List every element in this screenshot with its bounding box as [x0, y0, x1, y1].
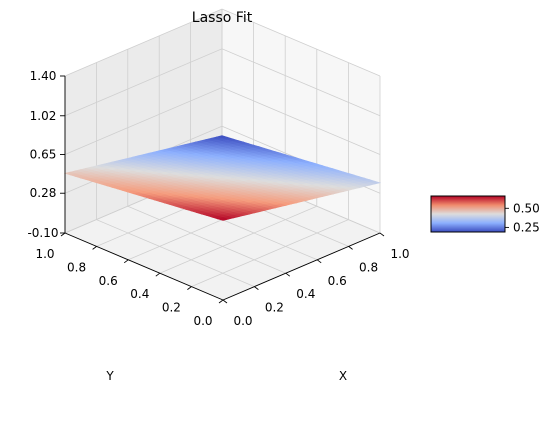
y-tick — [187, 286, 192, 290]
z-grid-line — [64, 87, 381, 155]
y-tick-label: 0.0 — [193, 314, 212, 328]
z-tick-label: 1.02 — [30, 109, 57, 123]
surface-cell — [216, 217, 230, 221]
x-tick-label: 1.0 — [390, 247, 409, 261]
colorbar-tick-label: 0.50 — [513, 201, 540, 215]
z-grid-line — [64, 8, 381, 77]
x-tick-label: 0.4 — [296, 287, 315, 301]
x-axis-line — [222, 232, 381, 301]
y-tick — [218, 299, 224, 304]
y-axis-line — [64, 232, 224, 301]
x-tick-label: 0.6 — [328, 274, 347, 288]
x-tick — [222, 299, 228, 304]
x-tick — [348, 246, 353, 250]
y-tick — [92, 246, 97, 250]
z-grid-line — [64, 48, 381, 117]
z-tick-label: 0.28 — [30, 186, 57, 200]
z-tick-label: 0.65 — [30, 148, 57, 162]
y-tick — [155, 272, 161, 277]
y-axis-label: Y — [105, 369, 114, 383]
x-tick-label: 0.2 — [265, 301, 284, 315]
x-tick — [254, 286, 259, 290]
y-tick-label: 0.6 — [99, 274, 118, 288]
y-tick-label: 1.0 — [35, 247, 54, 261]
axes — [60, 75, 385, 304]
y-tick — [60, 232, 66, 237]
chart-title: Lasso Fit — [192, 10, 253, 26]
y-tick-label: 0.2 — [162, 301, 181, 315]
colorbar: 0.50 0.25 — [430, 195, 540, 234]
y-tick-label: 0.4 — [130, 287, 149, 301]
colorbar-tick-label: 0.25 — [513, 220, 540, 234]
tick-labels: 0.0 0.2 0.4 0.6 0.8 1.0 0.0 0.2 0.4 0.6 0.8 1.0 -0.1… — [27, 69, 409, 328]
z-tick-label: 1.40 — [30, 69, 57, 83]
x-tick-label: 0.0 — [233, 314, 252, 328]
x-tick-label: 0.8 — [359, 260, 378, 274]
y-tick-label: 0.8 — [67, 260, 86, 274]
z-tick-label: -0.10 — [27, 226, 58, 240]
y-tick — [123, 259, 129, 264]
colorbar-gradient — [430, 195, 506, 233]
x-tick — [316, 259, 322, 264]
surface — [63, 135, 382, 221]
x-tick — [285, 272, 291, 277]
x-axis-label: X — [339, 369, 347, 383]
x-tick — [379, 232, 385, 237]
